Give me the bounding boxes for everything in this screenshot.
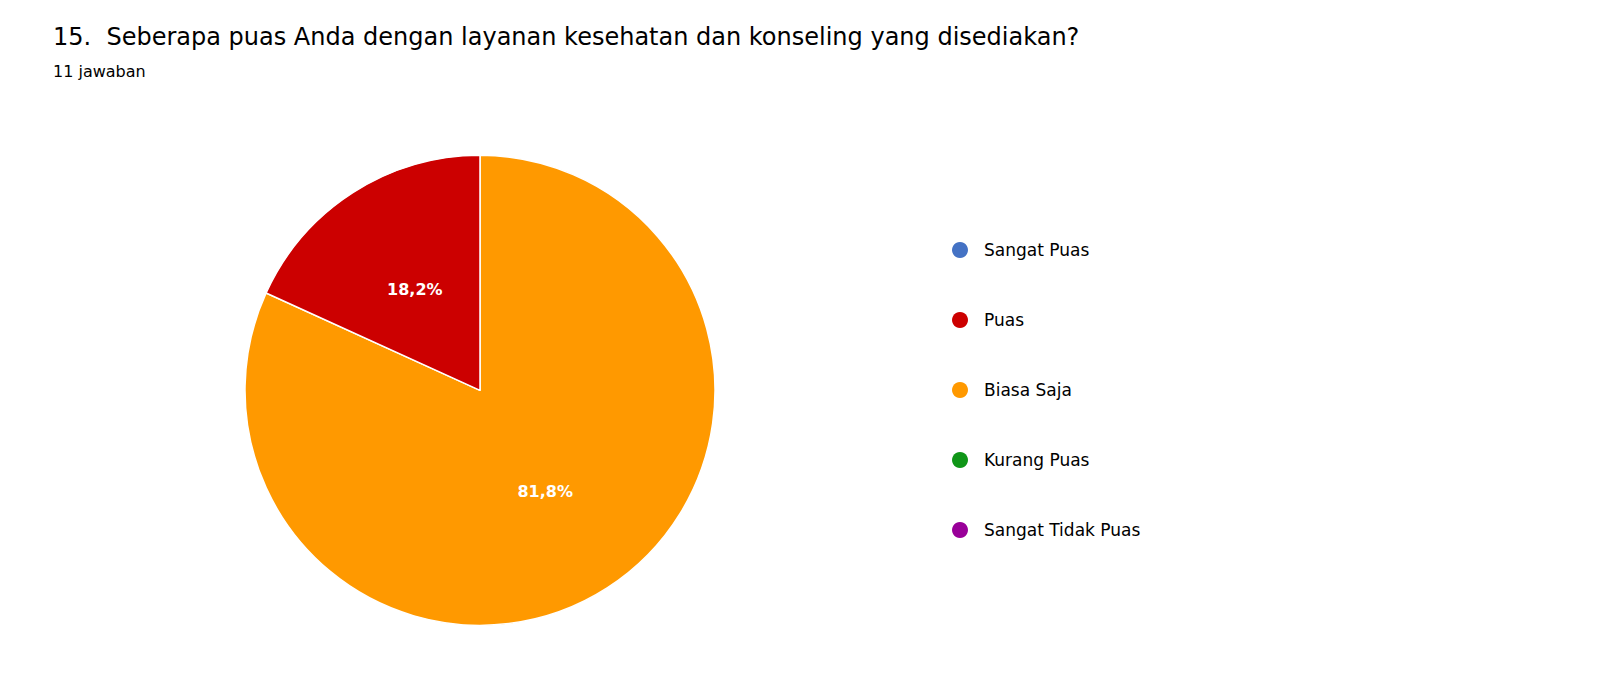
- svg-text:11 jawaban: 11 jawaban: [53, 62, 146, 81]
- svg-text:Sangat Puas: Sangat Puas: [984, 240, 1089, 260]
- svg-text:Biasa Saja: Biasa Saja: [984, 380, 1072, 400]
- svg-text:Kurang Puas: Kurang Puas: [984, 450, 1090, 470]
- svg-text:81,8%: 81,8%: [517, 482, 573, 501]
- svg-text:18,2%: 18,2%: [387, 280, 443, 299]
- svg-text:Sangat Tidak Puas: Sangat Tidak Puas: [984, 520, 1140, 540]
- svg-text:Puas: Puas: [984, 310, 1024, 330]
- svg-text:15. Seberapa puas Anda dengan: 15. Seberapa puas Anda dengan layanan ke…: [53, 23, 1079, 51]
